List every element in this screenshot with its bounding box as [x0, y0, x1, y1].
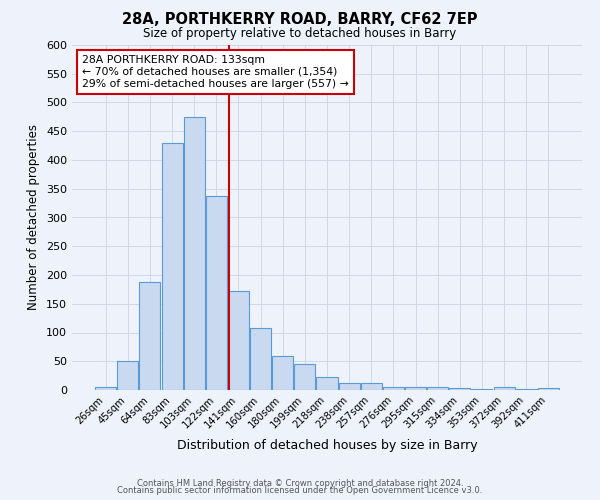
Bar — [228, 290, 249, 390]
Bar — [538, 388, 559, 390]
Bar — [316, 378, 338, 390]
Bar — [515, 389, 536, 390]
Y-axis label: Number of detached properties: Number of detached properties — [28, 124, 40, 310]
Bar — [449, 388, 470, 390]
Bar — [206, 196, 227, 390]
Bar — [383, 386, 404, 390]
Bar — [295, 364, 316, 390]
Bar — [427, 387, 448, 390]
Bar — [95, 387, 116, 390]
Bar — [161, 143, 182, 390]
Text: 28A, PORTHKERRY ROAD, BARRY, CF62 7EP: 28A, PORTHKERRY ROAD, BARRY, CF62 7EP — [122, 12, 478, 28]
Bar — [338, 383, 359, 390]
Bar — [494, 386, 515, 390]
Text: Contains public sector information licensed under the Open Government Licence v3: Contains public sector information licen… — [118, 486, 482, 495]
Bar — [139, 282, 160, 390]
Bar — [184, 117, 205, 390]
Text: Size of property relative to detached houses in Barry: Size of property relative to detached ho… — [143, 28, 457, 40]
Bar — [405, 387, 426, 390]
Bar — [361, 382, 382, 390]
Bar — [272, 356, 293, 390]
Bar — [250, 328, 271, 390]
Bar — [472, 389, 493, 390]
Bar — [118, 361, 139, 390]
Text: 28A PORTHKERRY ROAD: 133sqm
← 70% of detached houses are smaller (1,354)
29% of : 28A PORTHKERRY ROAD: 133sqm ← 70% of det… — [82, 56, 349, 88]
Text: Contains HM Land Registry data © Crown copyright and database right 2024.: Contains HM Land Registry data © Crown c… — [137, 478, 463, 488]
X-axis label: Distribution of detached houses by size in Barry: Distribution of detached houses by size … — [176, 439, 478, 452]
